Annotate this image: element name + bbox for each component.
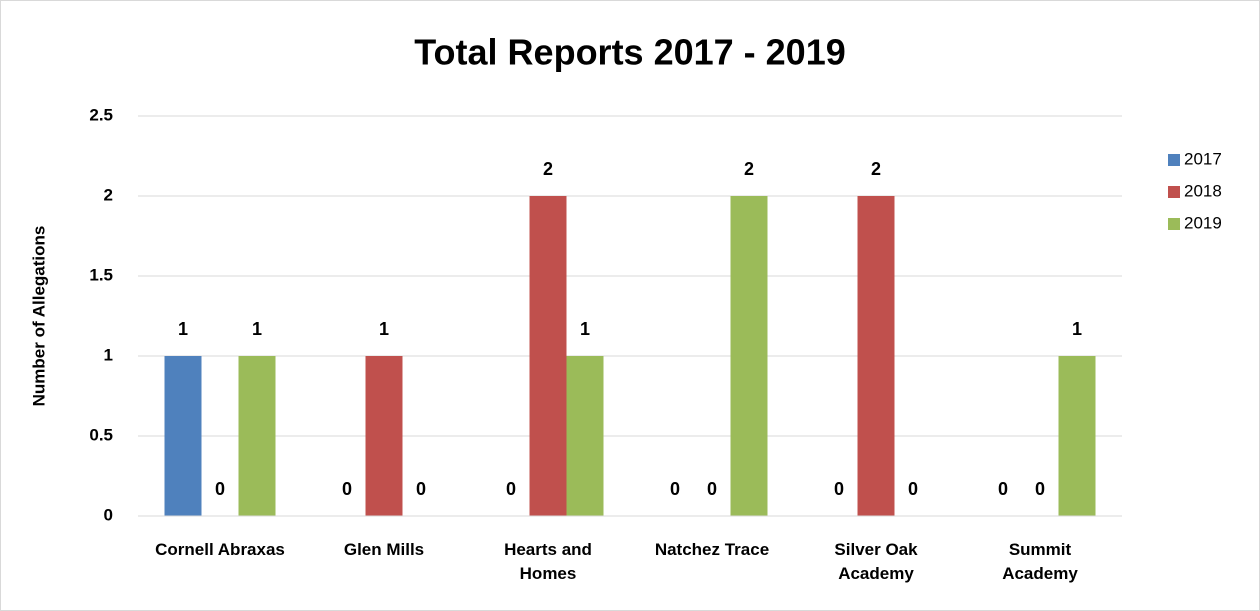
x-tick-label: Silver Oak Academy [834,540,918,583]
data-label: 0 [1035,479,1045,499]
data-label: 0 [215,479,225,499]
data-label: 1 [379,319,389,339]
data-label: 1 [580,319,590,339]
bar [164,356,202,516]
data-label: 0 [998,479,1008,499]
data-label: 1 [1072,319,1082,339]
x-tick-label: Cornell Abraxas [155,540,285,559]
data-label: 0 [908,479,918,499]
bar [238,356,276,516]
data-label: 0 [506,479,516,499]
data-label: 2 [871,159,881,179]
legend-label: 2018 [1184,181,1222,200]
x-tick-label: Natchez Trace [654,540,770,559]
legend-swatch [1168,218,1180,230]
data-label: 0 [834,479,844,499]
data-label: 1 [252,319,262,339]
data-label: 0 [670,479,680,499]
bar [1058,356,1096,516]
data-label: 0 [416,479,426,499]
chart-title: Total Reports 2017 - 2019 [414,32,846,73]
legend-swatch [1168,186,1180,198]
bar [730,196,768,516]
data-label: 1 [178,319,188,339]
y-axis-label: Number of Allegations [29,226,48,407]
y-tick-label: 0.5 [89,425,113,444]
legend-label: 2019 [1184,213,1222,232]
bar [857,196,895,516]
y-tick-label: 1.5 [89,265,113,284]
bar [566,356,604,516]
data-label: 2 [543,159,553,179]
y-tick-label: 2 [104,185,113,204]
data-label: 2 [744,159,754,179]
bar [365,356,403,516]
x-tick-label: Glen Mills [343,540,425,559]
x-tick-label: Summit Academy [1002,540,1078,583]
y-tick-label: 1 [104,345,113,364]
legend-label: 2017 [1184,149,1222,168]
x-tick-label: Hearts and Homes [504,540,592,583]
y-tick-label: 2.5 [89,105,113,124]
data-label: 0 [707,479,717,499]
bar [529,196,567,516]
data-label: 0 [342,479,352,499]
legend-swatch [1168,154,1180,166]
y-tick-label: 0 [104,505,113,524]
